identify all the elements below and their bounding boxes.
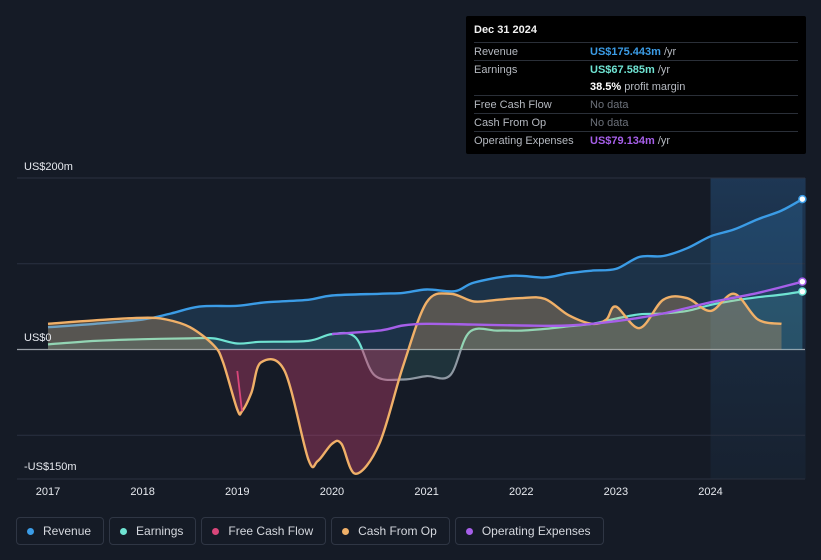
tooltip-row-unit: /yr (657, 134, 671, 147)
free-cash-flow-line (236, 370, 243, 412)
tooltip-row-value: No data (590, 116, 629, 129)
end-markers (798, 194, 807, 296)
x-tick-label: 2017 (36, 486, 60, 498)
tooltip-row-label: Free Cash Flow (474, 98, 552, 111)
tooltip-row-label: Earnings (474, 63, 518, 76)
tooltip-date: Dec 31 2024 (474, 24, 537, 36)
gridlines (17, 177, 805, 480)
legend-dot-icon (212, 527, 220, 535)
y-tick-label: US$200m (24, 161, 73, 173)
operating-expenses-end-marker (798, 277, 807, 286)
tooltip-row-value: 38.5% (590, 80, 622, 93)
legend-dot-icon (27, 527, 34, 535)
x-tick-label: 2020 (320, 486, 344, 498)
tooltip-row: Earnings US$67.585m/yr (474, 60, 798, 78)
forecast-shade (710, 178, 806, 479)
legend-dot-icon (465, 527, 473, 535)
x-tick-label: 2024 (698, 486, 722, 498)
legend-item-revenue[interactable]: Revenue (16, 517, 105, 545)
tooltip-row: Operating Expenses US$79.134m/yr (474, 131, 798, 149)
tooltip-row-value: US$175.443m (590, 45, 661, 58)
tooltip-row-unit: /yr (663, 45, 677, 58)
tooltip-row-value: No data (590, 98, 629, 111)
x-tick-label: 2019 (225, 486, 249, 498)
legend-item-operating-expenses[interactable]: Operating Expenses (454, 517, 604, 545)
legend-label: Cash From Op (358, 524, 437, 538)
tooltip-row-unit: /yr (657, 63, 671, 76)
earnings-line (47, 290, 803, 350)
legend: Revenue Earnings Free Cash Flow Cash From O… (16, 517, 604, 545)
legend-label: Revenue (43, 524, 92, 538)
x-tick-label: 2021 (414, 486, 438, 498)
y-tick-label: -US$150m (24, 461, 77, 473)
legend-label: Operating Expenses (481, 524, 591, 538)
legend-dot-icon (120, 527, 128, 535)
legend-item-earnings[interactable]: Earnings (109, 517, 197, 545)
legend-label: Free Cash Flow (228, 524, 314, 538)
x-tick-label: 2022 (509, 486, 533, 498)
x-axis-labels: 2017 2018 2019 2020 2021 2022 2023 2024 (36, 486, 723, 498)
revenue-area (48, 199, 803, 350)
tooltip-row-value: US$67.585m (590, 63, 655, 76)
y-tick-label: US$0 (24, 332, 52, 344)
tooltip-row-label: Revenue (474, 45, 519, 58)
legend-item-free-cash-flow[interactable]: Free Cash Flow (201, 517, 327, 545)
revenue-end-marker (798, 194, 807, 204)
earnings-end-marker (798, 287, 807, 296)
series-layer (47, 198, 803, 475)
y-axis-labels: US$200m US$0 -US$150m (24, 161, 77, 473)
earnings-area (48, 291, 803, 380)
cash-from-op-area-positive (48, 293, 782, 350)
tooltip-row-unit: profit margin (624, 80, 686, 93)
tooltip-row: 38.5% profit margin (474, 78, 798, 95)
legend-dot-icon (342, 527, 350, 535)
tooltip-row: Free Cash Flow No data (474, 95, 798, 113)
x-tick-label: 2018 (130, 486, 154, 498)
cash-from-op-line (47, 292, 782, 475)
tooltip-row-label: Operating Expenses (474, 134, 574, 147)
tooltip-row-value: US$79.134m (590, 134, 655, 147)
legend-label: Earnings (136, 524, 184, 538)
x-tick-label: 2023 (604, 486, 628, 498)
revenue-line (47, 198, 803, 329)
legend-item-cash-from-op[interactable]: Cash From Op (331, 517, 450, 545)
cash-from-op-area-negative (48, 349, 782, 474)
tooltip-row: Cash From Op No data (474, 113, 798, 131)
tooltip-row-label: Cash From Op (474, 116, 547, 129)
data-tooltip: Dec 31 2024 Revenue US$175.443m/yr Earning… (466, 16, 806, 154)
tooltip-row: Revenue US$175.443m/yr (474, 42, 798, 60)
operating-expenses-line (331, 280, 803, 336)
